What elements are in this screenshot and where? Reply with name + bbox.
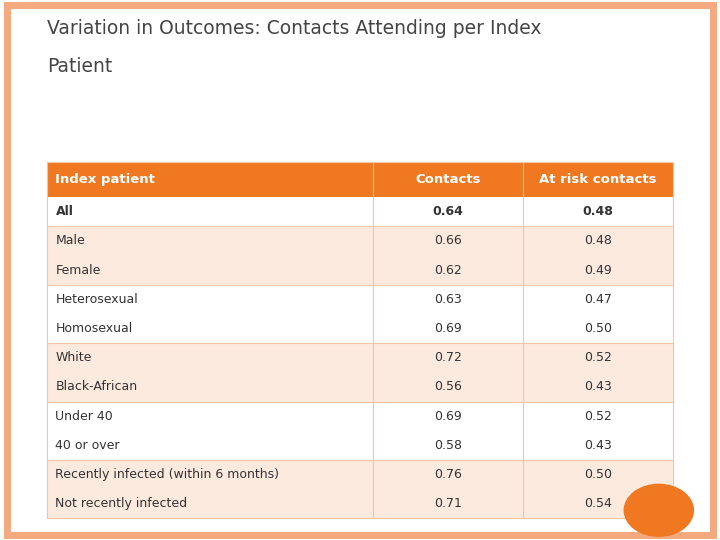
Text: 0.48: 0.48 (582, 205, 613, 218)
Text: Female: Female (55, 264, 101, 276)
Text: 0.49: 0.49 (584, 264, 612, 276)
Text: Homosexual: Homosexual (55, 322, 132, 335)
Text: Index patient: Index patient (55, 173, 156, 186)
Text: 0.58: 0.58 (433, 439, 462, 452)
Text: Patient: Patient (47, 57, 112, 76)
Text: Variation in Outcomes: Contacts Attending per Index: Variation in Outcomes: Contacts Attendin… (47, 19, 541, 38)
Text: 0.69: 0.69 (434, 322, 462, 335)
Text: Under 40: Under 40 (55, 410, 113, 423)
Text: 0.72: 0.72 (433, 351, 462, 364)
Text: 0.54: 0.54 (584, 497, 612, 510)
Text: 0.48: 0.48 (584, 234, 612, 247)
Text: Male: Male (55, 234, 85, 247)
Text: 0.71: 0.71 (433, 497, 462, 510)
Text: 0.69: 0.69 (434, 410, 462, 423)
Text: 0.52: 0.52 (584, 351, 612, 364)
Text: Heterosexual: Heterosexual (55, 293, 138, 306)
Text: 0.47: 0.47 (584, 293, 612, 306)
Text: 0.66: 0.66 (434, 234, 462, 247)
Text: White: White (55, 351, 92, 364)
Text: 0.76: 0.76 (433, 468, 462, 481)
Text: Not recently infected: Not recently infected (55, 497, 188, 510)
Text: Recently infected (within 6 months): Recently infected (within 6 months) (55, 468, 279, 481)
Text: 0.56: 0.56 (433, 381, 462, 394)
Text: All: All (55, 205, 73, 218)
Text: Contacts: Contacts (415, 173, 480, 186)
Text: 0.64: 0.64 (432, 205, 463, 218)
Text: 0.50: 0.50 (584, 468, 612, 481)
Text: Black-African: Black-African (55, 381, 138, 394)
Text: 0.63: 0.63 (434, 293, 462, 306)
Text: 0.62: 0.62 (434, 264, 462, 276)
Text: 40 or over: 40 or over (55, 439, 120, 452)
Text: 0.43: 0.43 (584, 439, 612, 452)
Text: At risk contacts: At risk contacts (539, 173, 657, 186)
Text: 0.43: 0.43 (584, 381, 612, 394)
Text: 0.50: 0.50 (584, 322, 612, 335)
Text: 0.52: 0.52 (584, 410, 612, 423)
